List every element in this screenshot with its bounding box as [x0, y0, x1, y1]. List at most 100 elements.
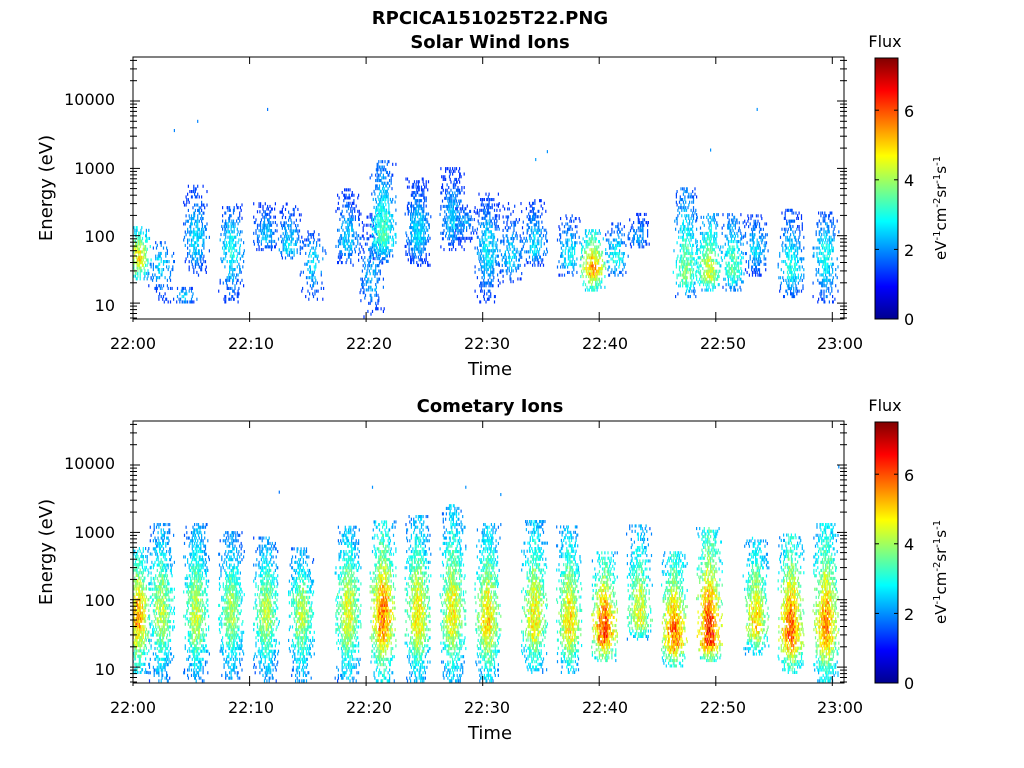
spectrogram-cell [307, 230, 309, 234]
spectrogram-cell [696, 250, 698, 254]
spectrogram-cell [574, 243, 576, 247]
spectrogram-cell [427, 239, 430, 243]
spectrogram-cell [419, 236, 421, 240]
spectrogram-cell [635, 231, 637, 235]
spectrogram-cell [385, 195, 387, 199]
spectrogram-cell [682, 222, 684, 226]
spectrogram-cell [504, 261, 506, 265]
spectrogram-cell [236, 249, 238, 253]
spectrogram-cell [604, 275, 606, 279]
spectrogram-cell [423, 193, 425, 197]
spectrogram-cell [382, 235, 384, 239]
spectrogram-cell [337, 228, 339, 232]
spectrogram-cell [696, 218, 698, 222]
spectrogram-cell [413, 212, 415, 216]
spectrogram-cell [395, 208, 397, 212]
spectrogram-cell [614, 270, 616, 274]
spectrogram-cell [511, 245, 513, 249]
spectrogram-cell [133, 263, 135, 267]
spectrogram-cell [686, 257, 688, 261]
spectrogram-cell [337, 261, 339, 265]
spectrogram-cell [381, 181, 383, 185]
spectrogram-cell [427, 234, 430, 238]
spectrogram-cell [362, 229, 364, 233]
spectrogram-cell [570, 217, 572, 221]
spectrogram-cell [290, 240, 292, 244]
spectrogram-cell [480, 281, 482, 285]
spectrogram-cell [461, 228, 463, 232]
spectrogram-cell [227, 227, 229, 231]
spectrogram-cell [608, 265, 611, 269]
spectrogram-cell [607, 268, 609, 272]
spectrogram-cell [595, 258, 597, 262]
spectrogram-cell [363, 250, 365, 254]
spectrogram-cell [415, 247, 417, 251]
spectrogram-cell [368, 261, 370, 265]
spectrogram-cell [729, 253, 731, 257]
spectrogram-cell [262, 229, 264, 233]
spectrogram-cell [595, 267, 597, 271]
spectrogram-cell [150, 258, 152, 262]
spectrogram-cell [206, 203, 208, 207]
spectrogram-cell [586, 272, 588, 276]
spectrogram-cell [536, 231, 538, 235]
spectrogram-cell [347, 204, 349, 208]
spectrogram-cell [227, 224, 229, 228]
spectrogram-cell [289, 248, 291, 252]
spectrogram-cell [493, 219, 496, 223]
spectrogram-cell [417, 220, 419, 224]
spectrogram-cell [229, 276, 231, 280]
spectrogram-cell [387, 216, 389, 220]
spectrogram-cell [197, 243, 199, 247]
spectrogram-cell [593, 240, 595, 244]
spectrogram-cell [687, 262, 689, 266]
spectrogram-cell [480, 286, 482, 290]
spectrogram-cell [389, 197, 391, 201]
spectrogram-cell [142, 247, 144, 251]
spectrogram-cell [483, 249, 485, 253]
spectrogram-cell [179, 300, 181, 304]
spectrogram-cell [417, 228, 419, 232]
spectrogram-cell [521, 239, 524, 243]
spectrogram-cell [574, 260, 576, 264]
spectrogram-cell [379, 227, 381, 231]
spectrogram-cell [595, 277, 597, 281]
spectrogram-cell [378, 203, 380, 207]
spectrogram-cell [413, 223, 416, 227]
spectrogram-cell [512, 237, 514, 241]
spectrogram-cell [514, 263, 516, 267]
spectrogram-cell [312, 235, 315, 239]
spectrogram-cell [450, 215, 452, 219]
spectrogram-cell [585, 245, 587, 249]
spectrogram-cell [498, 263, 500, 267]
spectrogram-cell [702, 267, 704, 271]
spectrogram-cell [680, 225, 682, 229]
spectrogram-cell [366, 272, 368, 276]
spectrogram-cell [291, 234, 293, 238]
spectrogram-cell [225, 251, 228, 255]
spectrogram-cell [585, 229, 587, 233]
spectrogram-cell [444, 221, 446, 225]
spectrogram-cell [392, 219, 395, 223]
spectrogram-cell [676, 257, 678, 261]
spectrogram-cell [420, 239, 423, 243]
spectrogram-cell [205, 270, 207, 274]
spectrogram-cell [604, 261, 606, 265]
spectrogram-cell [442, 175, 444, 179]
spectrogram-cell [730, 269, 733, 273]
spectrogram-cell [684, 262, 686, 266]
spectrogram-cell [299, 240, 301, 244]
spectrogram-cell [587, 242, 589, 246]
spectrogram-cell [462, 210, 465, 214]
spectrogram-cell [156, 286, 158, 290]
spectrogram-cell [408, 247, 410, 251]
spectrogram-cell [260, 223, 262, 227]
spectrogram-cell [367, 264, 369, 268]
spectrogram-cell [417, 234, 419, 238]
spectrogram-cell [350, 252, 352, 256]
spectrogram-cell [454, 218, 456, 222]
spectrogram-cell [714, 218, 716, 222]
spectrogram-cell [196, 297, 198, 301]
spectrogram-cell [585, 275, 587, 279]
spectrogram-cell [382, 246, 384, 250]
